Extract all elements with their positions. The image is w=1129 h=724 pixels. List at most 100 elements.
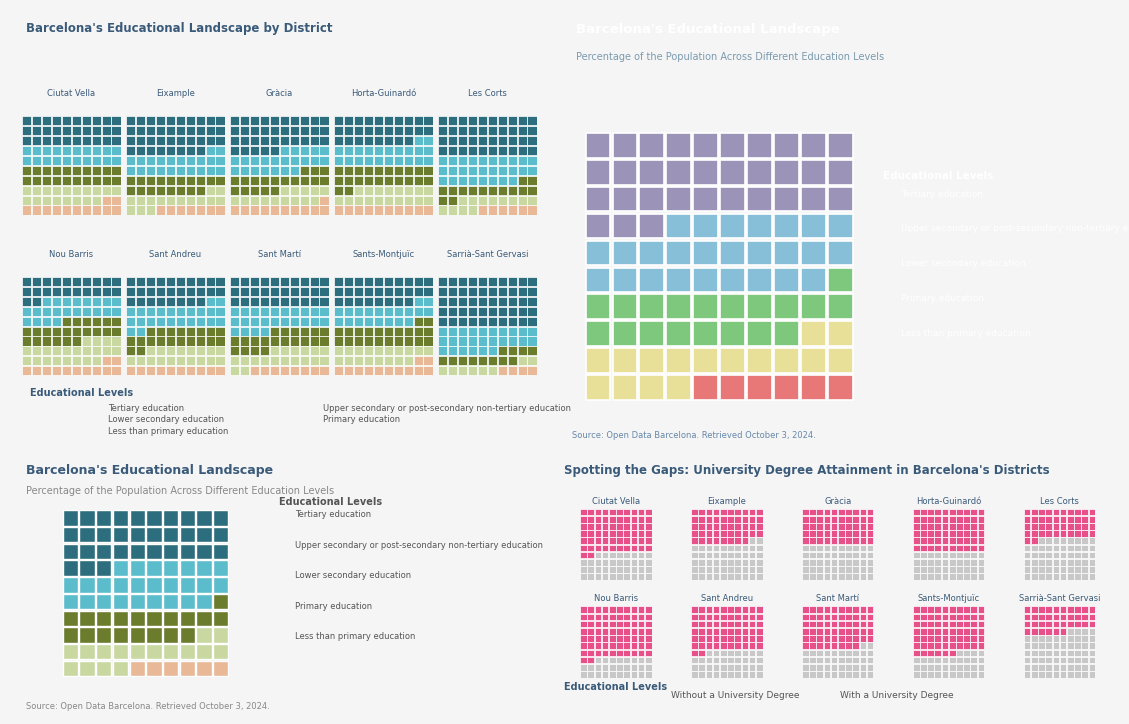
Bar <box>747 295 772 319</box>
Bar <box>394 366 403 375</box>
Bar <box>756 628 762 634</box>
Bar <box>469 366 478 375</box>
Bar <box>176 287 185 296</box>
Bar <box>920 671 927 678</box>
Bar <box>384 136 393 146</box>
Bar <box>802 566 808 573</box>
Bar <box>978 607 984 613</box>
Bar <box>320 117 329 125</box>
Bar <box>1060 544 1067 551</box>
Bar <box>720 544 727 551</box>
Bar <box>802 214 825 238</box>
Bar <box>251 185 260 195</box>
Bar <box>712 530 719 537</box>
Bar <box>72 316 81 326</box>
Bar <box>23 176 32 185</box>
Bar <box>384 297 393 306</box>
Bar <box>706 530 712 537</box>
Bar <box>33 337 42 345</box>
Bar <box>586 214 611 238</box>
Bar <box>280 206 289 214</box>
Bar <box>156 366 165 375</box>
Bar <box>948 635 955 641</box>
Bar <box>609 649 615 656</box>
Bar <box>62 307 71 316</box>
Bar <box>404 307 413 316</box>
Bar <box>1024 628 1031 634</box>
Bar <box>720 295 745 319</box>
Bar <box>384 346 393 355</box>
Bar <box>666 295 691 319</box>
Bar <box>720 552 727 558</box>
Bar <box>299 117 308 125</box>
Bar <box>852 657 859 663</box>
Bar <box>458 206 467 214</box>
Bar <box>52 126 61 135</box>
Bar <box>774 375 799 400</box>
Bar <box>384 156 393 165</box>
Bar <box>334 185 343 195</box>
Bar <box>213 544 228 559</box>
Bar <box>742 620 749 628</box>
Bar <box>645 566 651 573</box>
Bar <box>290 146 299 155</box>
Text: Sarrià-Sant Gervasi: Sarrià-Sant Gervasi <box>1018 594 1101 603</box>
Bar <box>1067 537 1074 544</box>
Bar <box>609 544 615 551</box>
Bar <box>146 206 155 214</box>
Bar <box>309 356 318 366</box>
Bar <box>146 117 155 125</box>
Bar <box>423 316 432 326</box>
Bar <box>1052 537 1059 544</box>
Bar <box>631 573 637 580</box>
Bar <box>1039 516 1044 523</box>
Bar <box>195 297 204 306</box>
Bar <box>1024 573 1031 580</box>
Bar <box>609 657 615 663</box>
Bar <box>824 628 830 634</box>
Bar <box>423 185 432 195</box>
Bar <box>126 195 135 205</box>
Bar <box>927 613 934 620</box>
Bar <box>1088 657 1095 663</box>
Bar <box>580 620 587 628</box>
Bar <box>488 156 497 165</box>
Bar <box>290 126 299 135</box>
Bar <box>186 166 195 175</box>
Bar <box>838 559 844 565</box>
Bar <box>613 160 637 185</box>
Text: Barcelona's Educational Landscape: Barcelona's Educational Landscape <box>26 464 273 477</box>
Bar <box>113 510 129 526</box>
Bar <box>320 356 329 366</box>
Bar <box>344 146 353 155</box>
Bar <box>631 628 637 634</box>
Bar <box>666 267 691 292</box>
Bar <box>706 657 712 663</box>
Text: Less than primary education: Less than primary education <box>901 329 1031 337</box>
Bar <box>137 185 146 195</box>
Bar <box>913 613 919 620</box>
Bar <box>469 185 478 195</box>
Bar <box>699 523 704 530</box>
Bar <box>180 627 195 643</box>
Bar <box>517 277 526 286</box>
Bar <box>320 287 329 296</box>
Bar <box>1060 523 1067 530</box>
Bar <box>448 346 457 355</box>
Bar <box>927 530 934 537</box>
Bar <box>742 509 749 515</box>
Bar <box>280 146 289 155</box>
Bar <box>527 136 536 146</box>
Bar <box>91 185 100 195</box>
Bar <box>469 287 478 296</box>
Bar <box>1060 664 1067 670</box>
Bar <box>42 206 51 214</box>
Bar <box>384 327 393 336</box>
Bar <box>631 544 637 551</box>
Bar <box>156 166 165 175</box>
Bar <box>920 566 927 573</box>
Bar <box>423 346 432 355</box>
Bar <box>978 544 984 551</box>
Bar <box>62 156 71 165</box>
Bar <box>344 117 353 125</box>
